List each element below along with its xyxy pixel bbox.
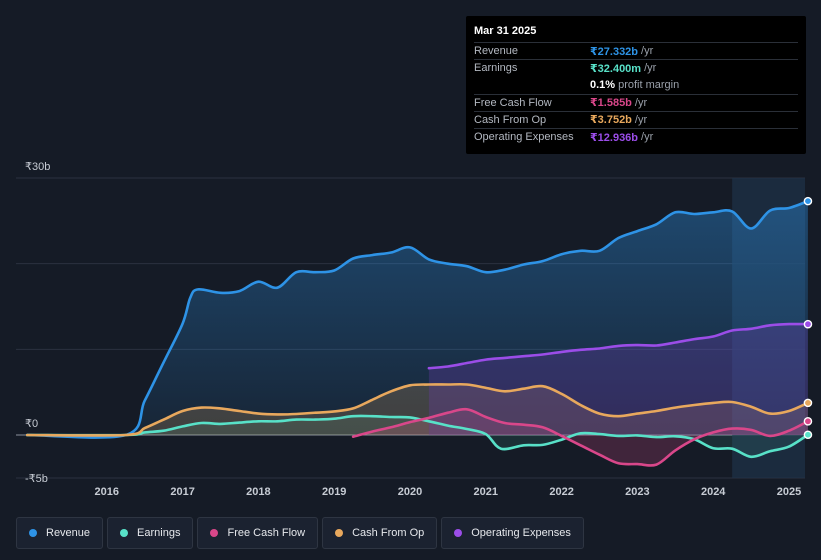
x-tick-label: 2024: [701, 486, 726, 498]
tooltip: Mar 31 2025 Revenue ₹27.332b/yr Earnings ₹3…: [466, 16, 806, 154]
operating-expenses-line: [427, 322, 810, 370]
legend-dot-icon: [454, 529, 463, 537]
legend-dot-icon: [120, 529, 129, 537]
legend-label: Free Cash Flow: [227, 527, 306, 539]
tooltip-row: Operating Expenses ₹12.936b/yr: [474, 127, 798, 145]
x-tick-label: 2021: [474, 486, 498, 498]
legend-label: Operating Expenses: [471, 527, 571, 539]
legend-item-cash-from-op[interactable]: Cash From Op: [322, 517, 438, 549]
legend-label: Cash From Op: [352, 527, 425, 539]
earnings-end-marker: [803, 430, 813, 440]
tooltip-unit: profit margin: [618, 78, 680, 91]
legend-item-earnings[interactable]: Earnings: [107, 517, 194, 549]
tooltip-unit: /yr: [634, 96, 648, 109]
free-cash-flow-area: [353, 409, 808, 466]
fill-layer: [27, 201, 808, 466]
cash-from-op-end-marker: [803, 398, 813, 408]
tooltip-label: Cash From Op: [474, 113, 547, 126]
legend-item-free-cash-flow[interactable]: Free Cash Flow: [197, 517, 319, 549]
tooltip-label: Earnings: [474, 62, 518, 75]
cash-from-op-line: [25, 382, 810, 437]
tooltip-label: Free Cash Flow: [474, 96, 552, 109]
line-layer: [25, 199, 810, 467]
earnings-line: [25, 414, 810, 459]
free-cash-flow-end-marker: [803, 416, 813, 426]
tooltip-label: Revenue: [474, 45, 519, 58]
free-cash-flow-line: [351, 407, 810, 467]
earnings-area: [27, 415, 808, 457]
legend: Revenue Earnings Free Cash Flow Cash From O…: [16, 517, 584, 549]
operating-expenses-area: [428, 324, 808, 435]
x-tick-label: 2023: [625, 486, 649, 498]
legend-dot-icon: [335, 529, 344, 537]
tooltip-unit: /yr: [641, 45, 654, 58]
tooltip-value: ₹27.332b: [590, 45, 639, 58]
label-layer: ₹30b ₹0 -₹5b 2016 2017 2018 2019 2020 2021 2022 20…: [25, 161, 801, 498]
legend-item-operating-expenses[interactable]: Operating Expenses: [441, 517, 584, 549]
legend-label: Earnings: [137, 527, 181, 539]
y-tick-label: ₹0: [25, 418, 38, 430]
tooltip-unit: /yr: [641, 131, 654, 144]
x-tick-label: 2019: [322, 486, 346, 498]
tooltip-rows: Revenue ₹27.332b/yr Earnings ₹32.400m/yr 0.1…: [474, 42, 798, 145]
y-tick-label: -₹5b: [25, 473, 48, 485]
tooltip-unit: /yr: [644, 62, 657, 75]
tooltip-value: ₹32.400m: [590, 62, 642, 75]
tooltip-date: Mar 31 2025: [474, 25, 537, 37]
tooltip-unit: /yr: [634, 113, 648, 126]
tooltip-row: 0.1% profit margin: [474, 76, 798, 93]
x-tick-label: 2016: [95, 486, 119, 498]
marker-layer: [803, 196, 813, 440]
x-tick-label: 2020: [398, 486, 422, 498]
tooltip-row: Free Cash Flow ₹1.585b/yr: [474, 93, 798, 111]
tooltip-row: Cash From Op ₹3.752b/yr: [474, 110, 798, 128]
tooltip-value: ₹3.752b: [590, 114, 632, 127]
revenue-line: [25, 199, 810, 439]
legend-label: Revenue: [46, 527, 91, 539]
legend-dot-icon: [29, 529, 37, 537]
tooltip-row: Earnings ₹32.400m/yr: [474, 59, 798, 76]
x-tick-label: 2022: [549, 486, 573, 498]
x-tick-label: 2017: [170, 486, 194, 498]
y-tick-label: ₹30b: [25, 161, 50, 173]
x-tick-label: 2018: [246, 486, 270, 498]
x-tick-label: 2025: [777, 486, 801, 498]
legend-dot-icon: [210, 529, 219, 537]
tooltip-row: Revenue ₹27.332b/yr: [474, 42, 798, 59]
tooltip-label: Operating Expenses: [474, 131, 574, 144]
revenue-area: [27, 201, 808, 438]
tooltip-value: ₹1.585b: [590, 97, 632, 110]
tooltip-value: ₹12.936b: [590, 131, 639, 144]
legend-item-revenue[interactable]: Revenue: [16, 517, 104, 549]
operating-expenses-end-marker: [803, 319, 813, 329]
tooltip-value: 0.1%: [590, 78, 616, 91]
revenue-end-marker: [803, 196, 813, 206]
